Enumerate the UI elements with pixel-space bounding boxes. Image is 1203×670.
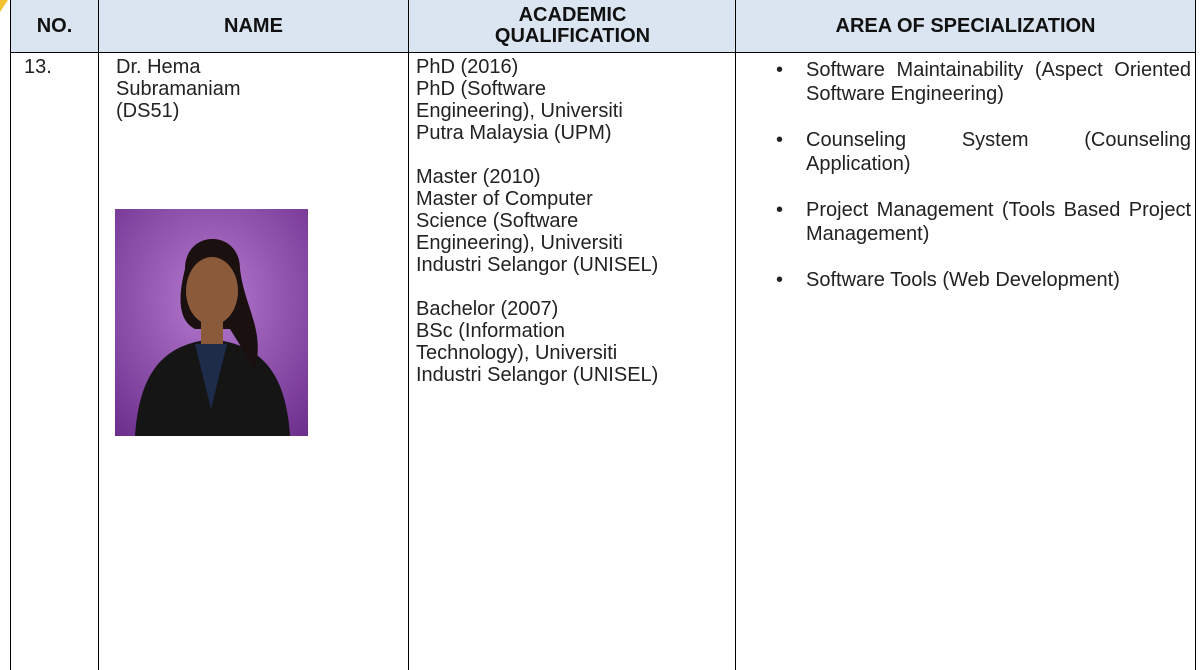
corner-mark xyxy=(0,0,8,12)
row-number: 13. xyxy=(24,56,52,78)
specialization: Counseling System (Counseling Applicatio… xyxy=(806,129,1191,175)
qualification: PhD (2016) PhD (Software Engineering), Un… xyxy=(416,56,664,144)
header-cell: ACADEMIC QUALIFICATION xyxy=(494,4,651,47)
header-cell: NAME xyxy=(224,14,283,37)
qualification: Master (2010) Master of Computer Science … xyxy=(416,166,664,276)
border xyxy=(98,0,99,670)
qual-level: Master (2010) xyxy=(416,166,541,188)
border xyxy=(735,0,736,670)
header-cell: NO. xyxy=(36,14,73,37)
specialization: Software Tools (Web Development) xyxy=(806,269,1120,291)
specialization: Software Maintainability (Aspect Oriente… xyxy=(806,59,1191,105)
qualification-cell: PhD (2016) PhD (Software Engineering), Un… xyxy=(416,56,664,408)
bullet-item: • Software Maintainability (Aspect Orient… xyxy=(776,59,1191,105)
border xyxy=(408,0,409,670)
bullet-item: • Project Management (Tools Based Project… xyxy=(776,199,1191,245)
name-cell: Dr. Hema Subramaniam (DS51) xyxy=(116,56,396,122)
specialization-cell: • Software Maintainability (Aspect Orient… xyxy=(774,58,1192,314)
bullet-item: • Software Tools (Web Development) xyxy=(774,268,1192,292)
qual-detail: BSc (Information Technology), Universiti… xyxy=(416,320,659,386)
name-line: Subramaniam xyxy=(116,78,241,100)
photo xyxy=(115,209,308,436)
qualification: Bachelor (2007) BSc (Information Technolo… xyxy=(416,298,664,386)
border xyxy=(10,52,1196,53)
bullet-item: • Counseling System (Counseling Applicati… xyxy=(776,129,1191,175)
qual-level: PhD (2016) xyxy=(416,56,519,78)
qual-detail: Master of Computer Science (Software Eng… xyxy=(416,188,659,276)
name-line: (DS51) xyxy=(116,100,180,122)
border xyxy=(10,0,11,670)
qual-detail: PhD (Software Engineering), Universiti P… xyxy=(416,78,623,144)
header-cell: AREA OF SPECIALIZATION xyxy=(835,14,1096,37)
name-line: Dr. Hema xyxy=(116,56,201,78)
header-bg xyxy=(10,0,1196,52)
border xyxy=(1195,0,1196,670)
specialization: Project Management (Tools Based Project … xyxy=(806,199,1191,245)
qual-level: Bachelor (2007) xyxy=(416,298,559,320)
